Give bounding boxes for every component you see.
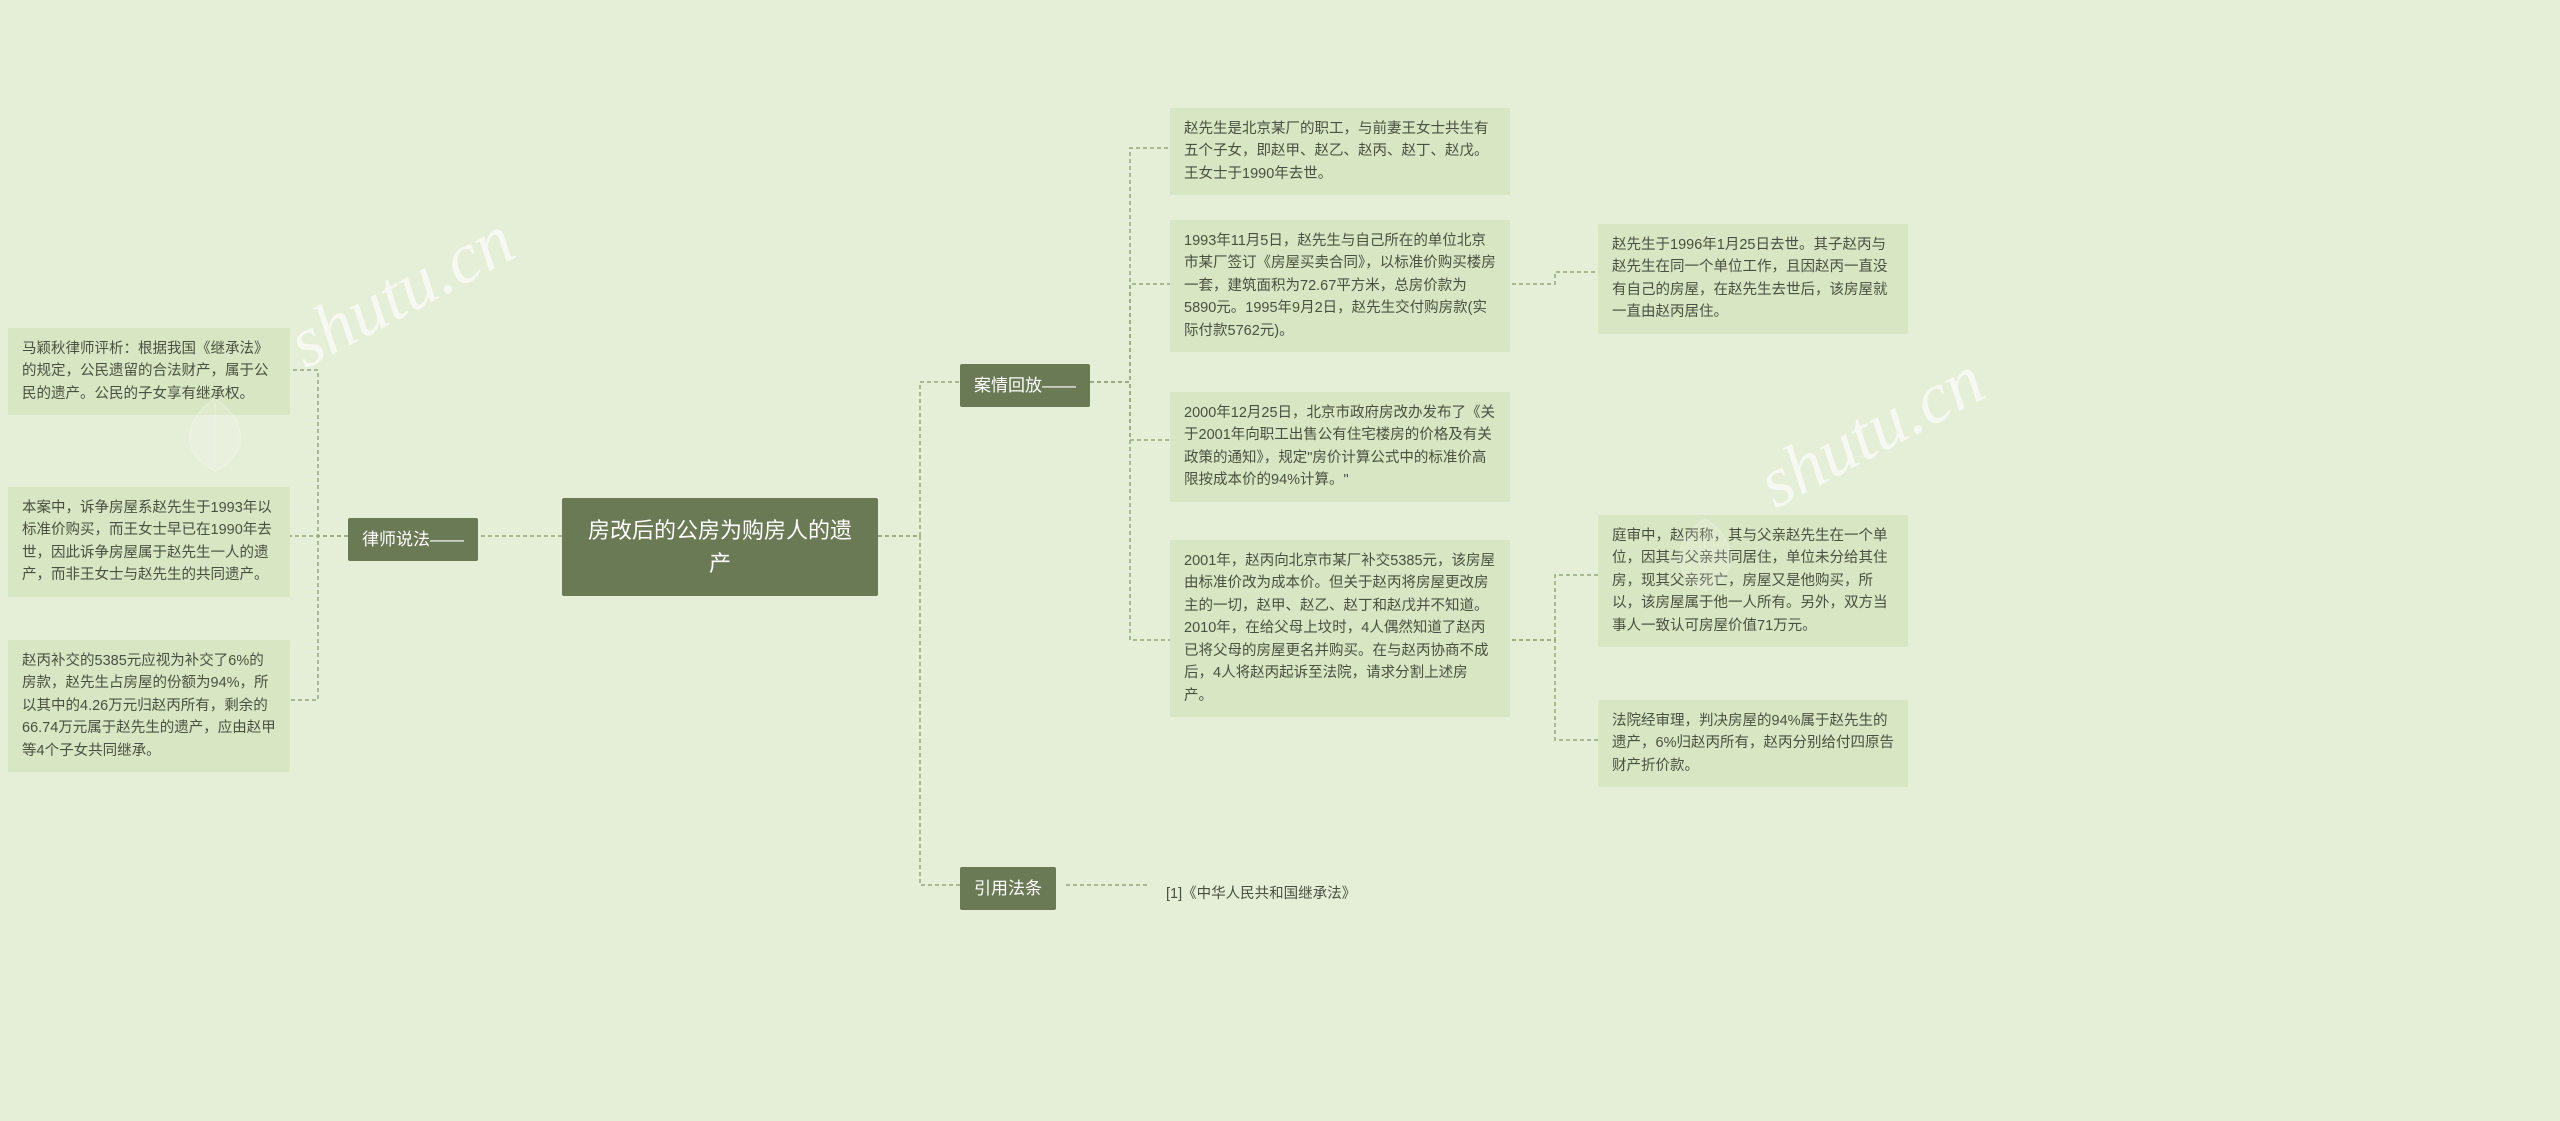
case-leaf-3[interactable]: 2001年，赵丙向北京市某厂补交5385元，该房屋由标准价改为成本价。但关于赵丙… <box>1170 540 1510 717</box>
watermark-2-text: shutu.cn <box>1745 339 1996 523</box>
branch-law-label: 引用法条 <box>974 879 1042 898</box>
branch-case-label: 案情回放—— <box>974 376 1076 395</box>
lawyer-leaf-1-text: 本案中，诉争房屋系赵先生于1993年以标准价购买，而王女士早已在1990年去世，… <box>22 500 272 583</box>
case-leaf-1-text: 1993年11月5日，赵先生与自己所在的单位北京市某厂签订《房屋买卖合同》，以标… <box>1184 233 1496 339</box>
lawyer-leaf-2[interactable]: 赵丙补交的5385元应视为补交了6%的房款，赵先生占房屋的份额为94%，所以其中… <box>8 640 290 772</box>
root-node[interactable]: 房改后的公房为购房人的遗产 <box>562 498 878 596</box>
case-leaf-1-child[interactable]: 赵先生于1996年1月25日去世。其子赵丙与赵先生在同一个单位工作，且因赵丙一直… <box>1598 224 1908 334</box>
watermark-1-text: shutu.cn <box>275 199 526 383</box>
root-text: 房改后的公房为购房人的遗产 <box>588 518 852 576</box>
case-leaf-3-text: 2001年，赵丙向北京市某厂补交5385元，该房屋由标准价改为成本价。但关于赵丙… <box>1184 553 1495 704</box>
branch-lawyer-label: 律师说法—— <box>362 530 464 549</box>
case-leaf-2-text: 2000年12月25日，北京市政府房改办发布了《关于2001年向职工出售公有住宅… <box>1184 405 1495 488</box>
watermark-2: shutu.cn <box>1745 338 1998 525</box>
lawyer-leaf-0-text: 马颖秋律师评析：根据我国《继承法》的规定，公民遗留的合法财产，属于公民的遗产。公… <box>22 341 269 402</box>
case-leaf-0[interactable]: 赵先生是北京某厂的职工，与前妻王女士共生有五个子女，即赵甲、赵乙、赵丙、赵丁、赵… <box>1170 108 1510 195</box>
case-leaf-2[interactable]: 2000年12月25日，北京市政府房改办发布了《关于2001年向职工出售公有住宅… <box>1170 392 1510 502</box>
case-leaf-3-child-0-text: 庭审中，赵丙称，其与父亲赵先生在一个单位，因其与父亲共同居住，单位未分给其住房，… <box>1612 528 1888 634</box>
branch-lawyer[interactable]: 律师说法—— <box>348 518 478 561</box>
case-leaf-3-child-1-text: 法院经审理，判决房屋的94%属于赵先生的遗产，6%归赵丙所有，赵丙分别给付四原告… <box>1612 713 1894 774</box>
watermark-1: shutu.cn <box>275 198 528 385</box>
law-leaf-0-text: [1]《中华人民共和国继承法》 <box>1166 886 1356 902</box>
branch-case[interactable]: 案情回放—— <box>960 364 1090 407</box>
case-leaf-1[interactable]: 1993年11月5日，赵先生与自己所在的单位北京市某厂签订《房屋买卖合同》，以标… <box>1170 220 1510 352</box>
lawyer-leaf-2-text: 赵丙补交的5385元应视为补交了6%的房款，赵先生占房屋的份额为94%，所以其中… <box>22 653 276 759</box>
case-leaf-3-child-0[interactable]: 庭审中，赵丙称，其与父亲赵先生在一个单位，因其与父亲共同居住，单位未分给其住房，… <box>1598 515 1908 647</box>
case-leaf-3-child-1[interactable]: 法院经审理，判决房屋的94%属于赵先生的遗产，6%归赵丙所有，赵丙分别给付四原告… <box>1598 700 1908 787</box>
lawyer-leaf-0[interactable]: 马颖秋律师评析：根据我国《继承法》的规定，公民遗留的合法财产，属于公民的遗产。公… <box>8 328 290 415</box>
case-leaf-1-child-text: 赵先生于1996年1月25日去世。其子赵丙与赵先生在同一个单位工作，且因赵丙一直… <box>1612 237 1888 320</box>
lawyer-leaf-1[interactable]: 本案中，诉争房屋系赵先生于1993年以标准价购买，而王女士早已在1990年去世，… <box>8 487 290 597</box>
law-leaf-0[interactable]: [1]《中华人民共和国继承法》 <box>1152 873 1370 916</box>
case-leaf-0-text: 赵先生是北京某厂的职工，与前妻王女士共生有五个子女，即赵甲、赵乙、赵丙、赵丁、赵… <box>1184 121 1489 182</box>
branch-law[interactable]: 引用法条 <box>960 867 1056 910</box>
